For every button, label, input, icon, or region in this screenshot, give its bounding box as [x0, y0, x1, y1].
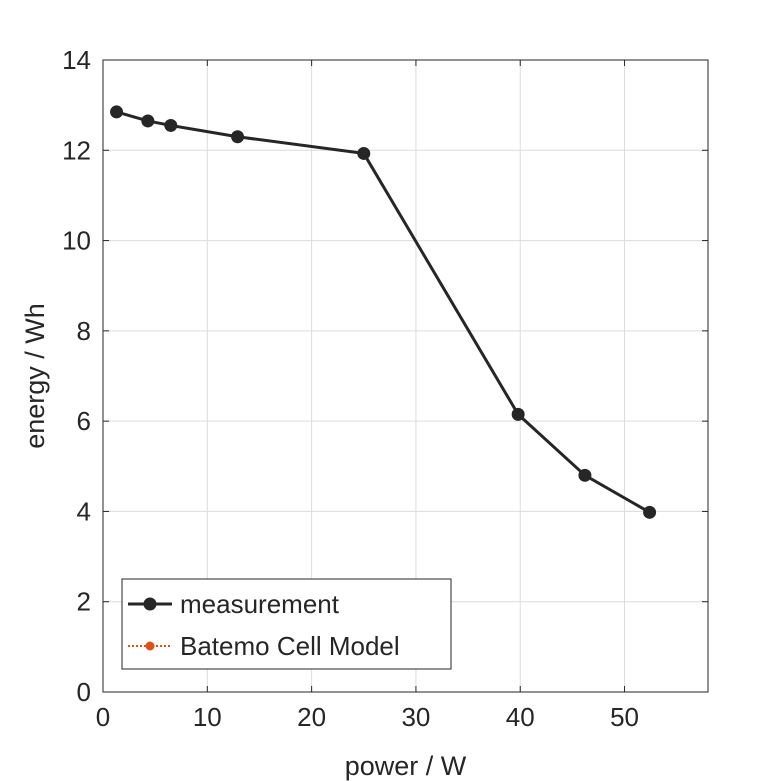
x-tick-label: 40 — [506, 702, 535, 732]
y-tick-label: 2 — [77, 587, 91, 617]
data-point — [164, 118, 178, 132]
legend-marker — [143, 597, 157, 611]
legend: measurement Batemo Cell Model — [121, 578, 452, 670]
data-point — [643, 505, 657, 519]
data-point — [357, 146, 371, 160]
data-point — [578, 468, 592, 482]
x-tick-label: 30 — [401, 702, 430, 732]
y-tick-label: 10 — [62, 226, 91, 256]
y-tick-label: 0 — [77, 677, 91, 707]
data-point — [511, 407, 525, 421]
plot-area — [102, 59, 709, 693]
legend-label: measurement — [180, 589, 340, 619]
y-tick-label: 12 — [62, 135, 91, 165]
legend-marker — [145, 641, 155, 651]
x-tick-label: 50 — [610, 702, 639, 732]
y-axis-label: energy / Wh — [20, 303, 50, 449]
series-0 — [110, 105, 657, 519]
axis-ticks: 0 10 20 30 40 50 0 2 4 6 8 10 12 14 — [62, 45, 708, 732]
x-axis-label: power / W — [345, 751, 467, 781]
y-tick-label: 8 — [77, 316, 91, 346]
data-point — [110, 105, 124, 119]
x-tick-label: 20 — [297, 702, 326, 732]
data-point — [231, 130, 245, 144]
x-tick-label: 10 — [193, 702, 222, 732]
legend-box — [121, 578, 452, 670]
y-tick-label: 14 — [62, 45, 91, 75]
series-layer — [110, 105, 657, 519]
legend-label: Batemo Cell Model — [180, 631, 400, 661]
y-tick-label: 6 — [77, 406, 91, 436]
data-point — [141, 114, 155, 128]
y-tick-label: 4 — [77, 496, 91, 526]
x-tick-label: 0 — [96, 702, 110, 732]
series-line — [116, 110, 651, 514]
